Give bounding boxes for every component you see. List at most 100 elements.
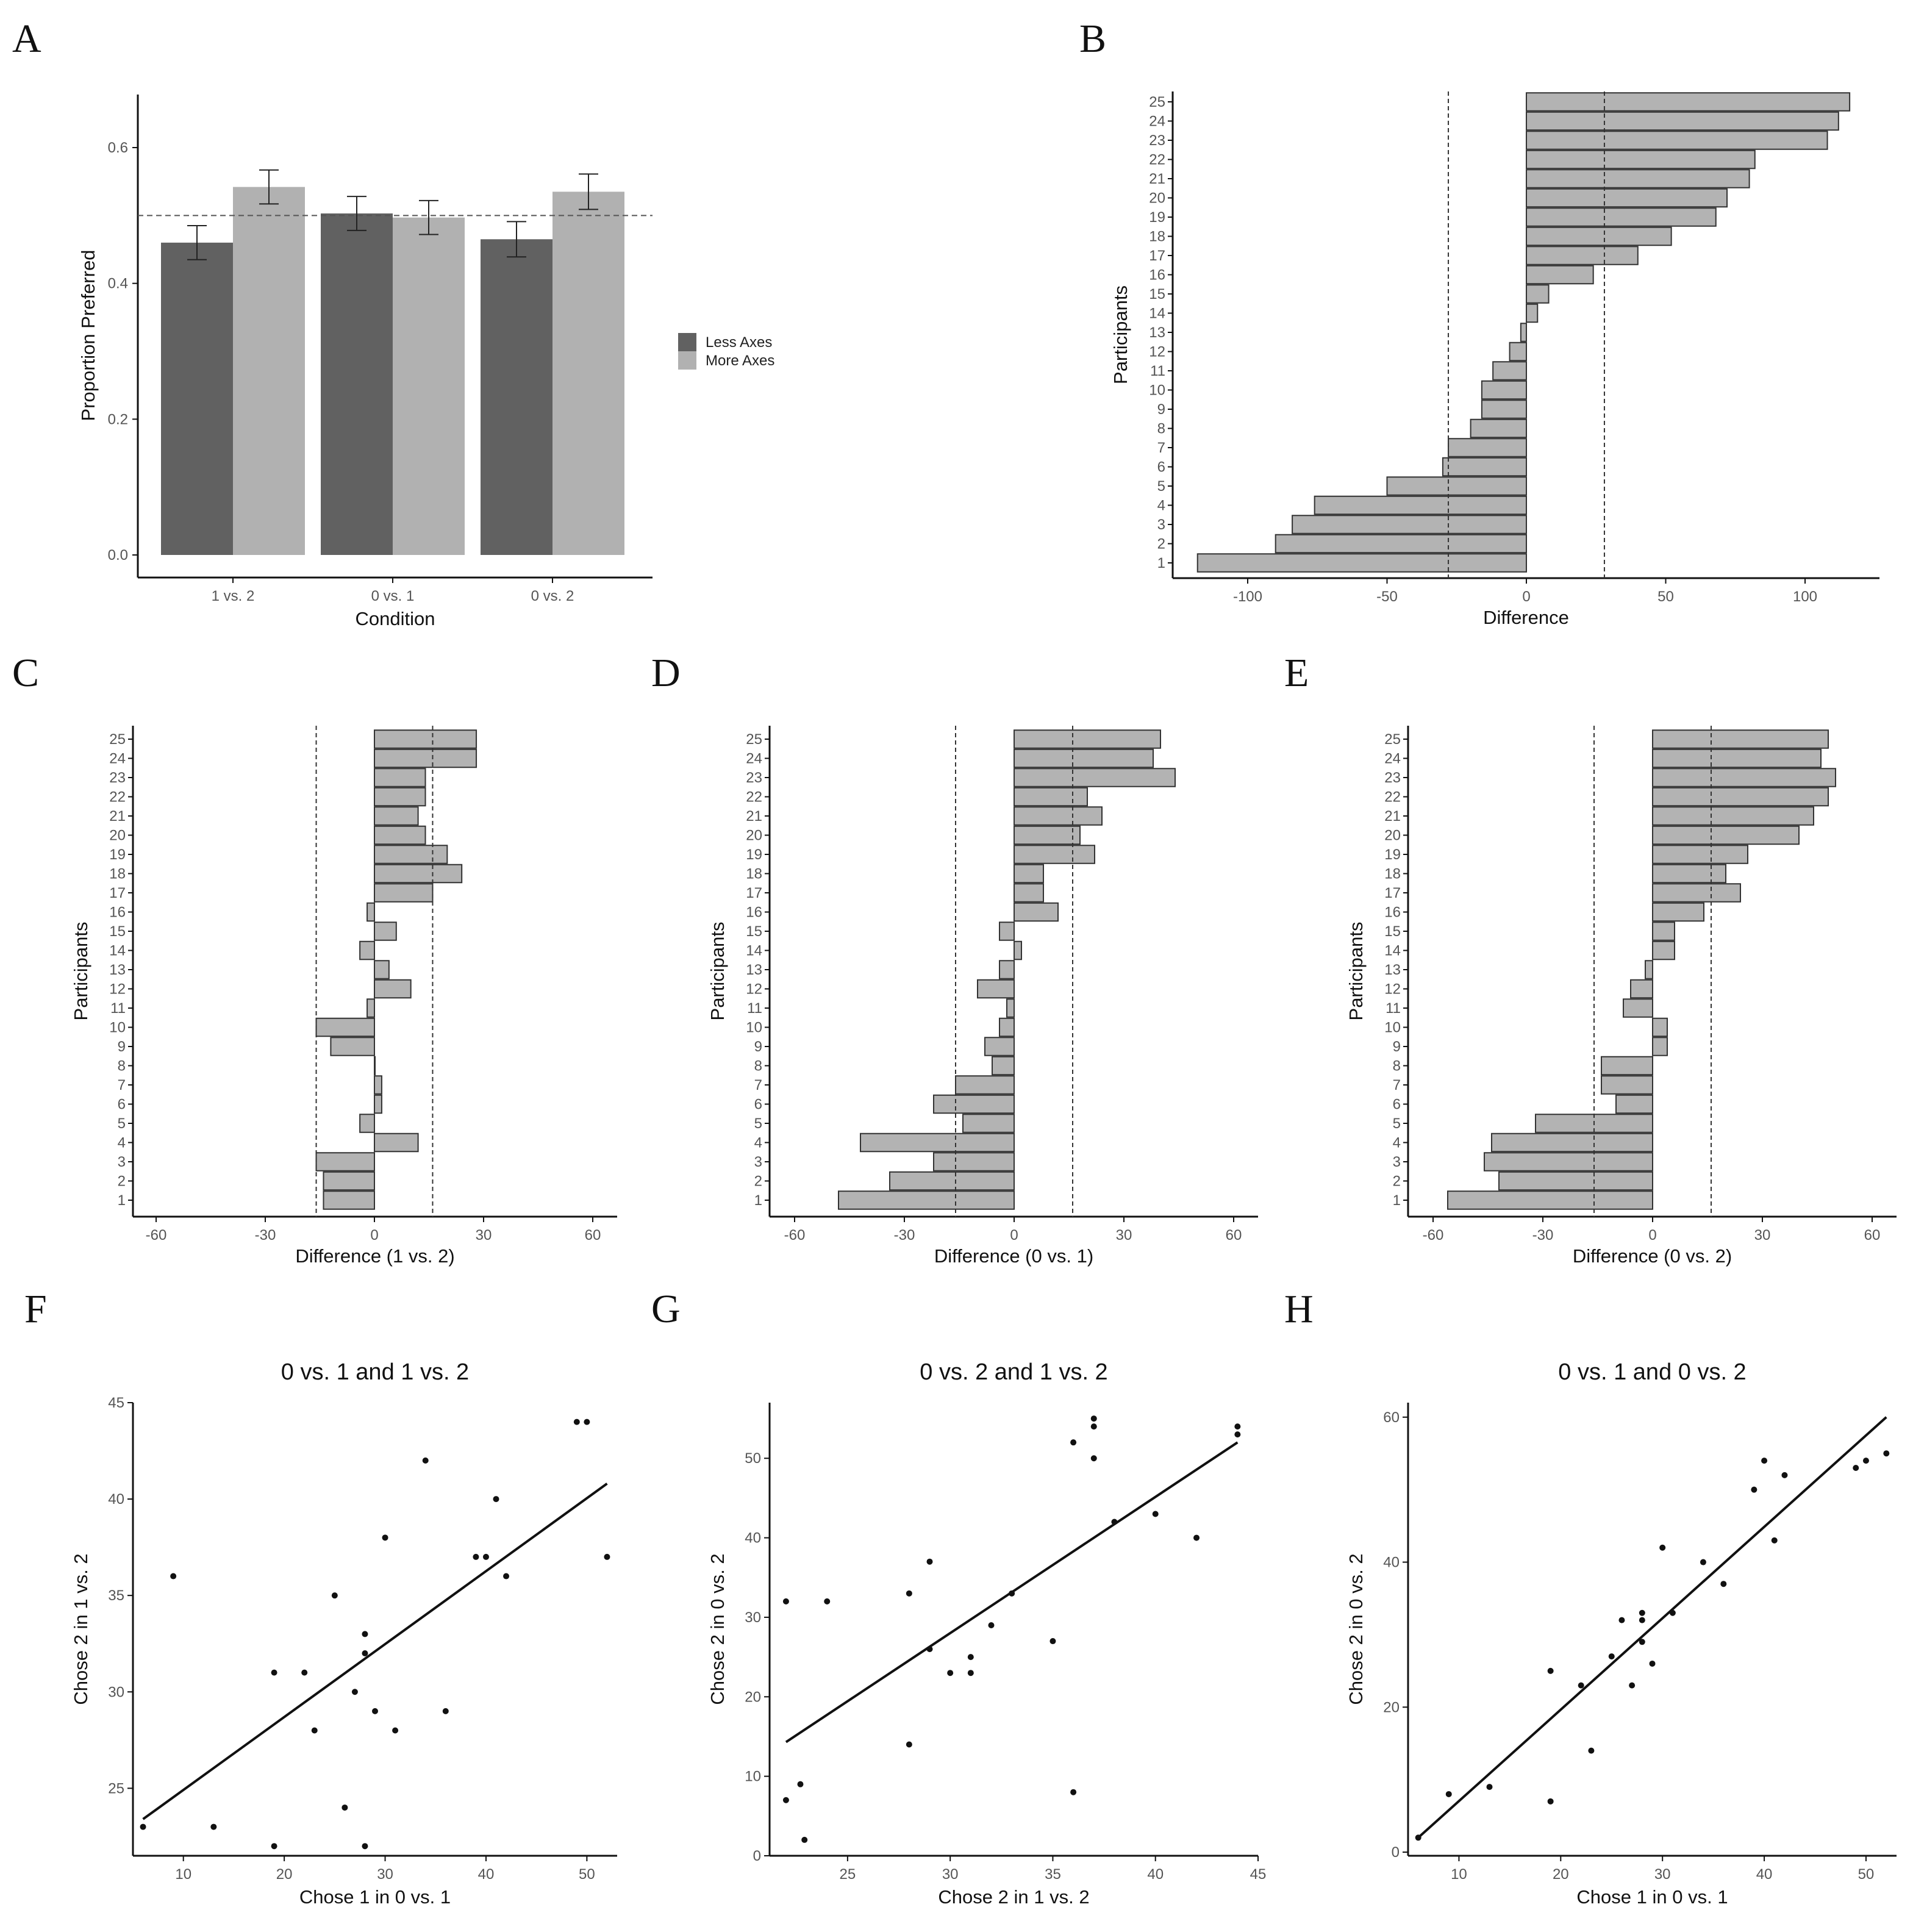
y-tick-label: 8: [754, 1058, 762, 1075]
panel-f-scatter-chart: 10 20 30 40 50 25 30 35 40 45 0 vs. 1 and 1 vs. 2 C…: [70, 1359, 617, 1908]
y-axis-title: Proportion Preferred: [77, 250, 99, 421]
participant-bar: [1196, 553, 1527, 573]
x-axis-title: Chose 1 in 0 vs. 1: [299, 1886, 451, 1908]
x-axis-title: Difference (1 vs. 2): [295, 1245, 454, 1267]
y-tick-label: 11: [110, 1000, 126, 1017]
y-tick-label: 2: [118, 1173, 126, 1190]
y-tick-label: 19: [746, 846, 762, 863]
y-tick-label: 16: [1384, 904, 1401, 921]
participant-bar: [1615, 1094, 1653, 1114]
y-tick-label: 40: [1383, 1555, 1400, 1571]
y-tick-label: 25: [1384, 731, 1401, 748]
participant-bar: [1014, 729, 1161, 749]
y-tick-label: 60: [1383, 1409, 1400, 1426]
y-tick-label: 21: [1384, 808, 1401, 825]
participant-bar: [374, 883, 434, 903]
data-point: [1009, 1590, 1015, 1597]
data-point: [1547, 1798, 1554, 1805]
y-tick-label: 10: [1149, 382, 1165, 399]
x-tick-label: 20: [1553, 1866, 1569, 1883]
y-tick-label: 0.4: [108, 276, 128, 292]
data-point: [1090, 1415, 1097, 1422]
y-tick-label: 8: [118, 1058, 126, 1075]
data-point: [1781, 1472, 1788, 1478]
y-tick-label: 10: [746, 1020, 762, 1036]
participant-bar: [1526, 284, 1550, 304]
participant-bar: [359, 940, 376, 961]
y-tick-label: 19: [1384, 846, 1401, 863]
data-point: [1049, 1638, 1056, 1645]
data-point: [573, 1419, 580, 1425]
participant-bar: [999, 1017, 1015, 1037]
data-point: [1234, 1431, 1241, 1438]
participant-bar: [374, 1094, 382, 1114]
panel-d-difference-0-vs-1-chart: 1234567891011121314151617181920212223242…: [707, 726, 1258, 1267]
y-tick-label: 20: [1384, 828, 1401, 844]
participant-bar: [374, 960, 390, 979]
data-point: [824, 1598, 831, 1605]
x-tick-label: 40: [1147, 1866, 1164, 1883]
x-tick-label: 0: [370, 1227, 378, 1243]
participant-bar: [1652, 1037, 1668, 1056]
data-point: [1629, 1682, 1636, 1689]
participant-bar: [1448, 438, 1528, 457]
panel-label-d: D: [651, 651, 681, 695]
x-tick-label: 30: [1654, 1866, 1671, 1883]
y-tick-label: 11: [1150, 363, 1165, 379]
participant-bar: [1652, 768, 1836, 787]
data-point: [372, 1708, 378, 1714]
y-tick-label: 18: [746, 866, 762, 882]
y-tick-label: 15: [109, 923, 126, 940]
y-tick-label: 9: [1157, 401, 1165, 418]
y-tick-label: 4: [1393, 1135, 1401, 1151]
chart-title: 0 vs. 2 and 1 vs. 2: [920, 1359, 1107, 1385]
participant-bar: [1484, 1152, 1653, 1172]
y-tick-label: 14: [746, 943, 762, 959]
y-tick-label: 23: [109, 770, 126, 786]
y-tick-label: 16: [109, 904, 126, 921]
y-tick-label: 3: [1393, 1154, 1401, 1170]
panel-label-h: H: [1284, 1287, 1314, 1331]
x-tick-label: 60: [1226, 1227, 1242, 1243]
data-point: [482, 1553, 489, 1560]
x-tick-label: 0: [1648, 1227, 1656, 1243]
data-point: [1853, 1464, 1859, 1471]
data-point: [382, 1534, 388, 1541]
participant-bar: [1652, 806, 1814, 826]
y-tick-label: 21: [1149, 171, 1165, 187]
y-tick-label: 13: [746, 962, 762, 978]
panel-label-g: G: [651, 1287, 681, 1331]
participant-bar: [1481, 399, 1527, 419]
regression-line: [142, 1483, 608, 1820]
data-point: [782, 1797, 789, 1803]
data-point: [1771, 1537, 1778, 1544]
participant-bar: [315, 1152, 375, 1172]
participant-bar: [999, 921, 1015, 941]
data-point: [311, 1727, 318, 1734]
y-tick-label: 23: [1384, 770, 1401, 786]
y-tick-label: 2: [1157, 536, 1165, 553]
data-point: [1193, 1534, 1200, 1541]
participant-bar: [1014, 787, 1088, 807]
y-tick-label: 7: [1157, 440, 1165, 456]
legend-swatch: [678, 333, 696, 351]
y-tick-label: 1: [118, 1192, 126, 1209]
y-tick-label: 4: [1157, 498, 1165, 514]
participant-bar: [374, 921, 397, 941]
participant-bar: [1447, 1190, 1653, 1210]
data-point: [503, 1573, 510, 1580]
participant-bar: [323, 1190, 376, 1210]
participant-bar: [374, 1075, 382, 1095]
x-tick-label: 45: [1250, 1866, 1267, 1883]
y-tick-label: 17: [109, 885, 126, 901]
data-point: [1639, 1617, 1645, 1623]
x-tick-label: 0: [1010, 1227, 1018, 1243]
data-point: [493, 1496, 499, 1503]
participant-bar: [1652, 940, 1675, 961]
data-point: [782, 1598, 789, 1605]
data-point: [1090, 1423, 1097, 1430]
y-tick-label: 25: [109, 731, 126, 748]
participant-bar: [1652, 787, 1829, 807]
y-tick-label: 22: [1384, 789, 1401, 806]
